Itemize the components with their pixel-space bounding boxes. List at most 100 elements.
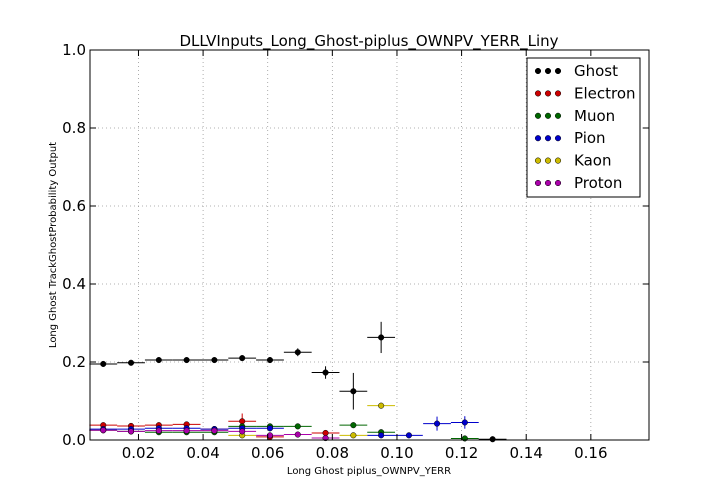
data-marker xyxy=(266,432,274,439)
legend-entry: Ghost xyxy=(534,62,618,80)
data-point xyxy=(339,422,368,429)
data-point xyxy=(172,427,201,434)
series-proton xyxy=(89,427,340,442)
data-marker xyxy=(239,428,246,435)
data-marker xyxy=(322,435,329,442)
data-point xyxy=(117,428,145,435)
data-marker xyxy=(100,427,107,434)
data-marker xyxy=(294,431,301,438)
data-point xyxy=(339,432,368,439)
data-marker xyxy=(239,355,246,362)
chart-title: DLLVInputs_Long_Ghost-piplus_OWNPV_YERR_… xyxy=(179,32,558,51)
legend-marker xyxy=(544,135,552,142)
legend-entry: Proton xyxy=(534,174,622,192)
x-tick-label: 0.10 xyxy=(380,444,413,462)
y-axis-label: Long Ghost TrackGhostProbability Output xyxy=(48,142,59,348)
legend-marker xyxy=(534,112,542,119)
data-marker xyxy=(350,432,357,439)
legend-marker xyxy=(534,135,542,142)
data-marker xyxy=(211,427,218,434)
data-marker xyxy=(378,432,385,439)
legend-marker xyxy=(534,67,542,75)
data-marker xyxy=(155,427,162,434)
data-point xyxy=(200,357,229,364)
data-marker xyxy=(350,422,357,429)
x-tick-label: 0.02 xyxy=(122,444,155,462)
x-axis-label: Long Ghost piplus_OWNPV_YERR xyxy=(287,466,451,477)
data-marker xyxy=(127,359,135,366)
data-point xyxy=(339,372,368,410)
data-marker xyxy=(378,402,385,409)
data-point xyxy=(311,435,340,442)
data-point xyxy=(367,432,396,439)
data-point xyxy=(256,357,284,364)
x-tick-label: 0.12 xyxy=(445,444,478,462)
plot-frame xyxy=(89,49,650,441)
series-pion xyxy=(89,416,479,439)
data-marker xyxy=(127,428,135,435)
data-point xyxy=(395,432,423,439)
data-point xyxy=(172,357,201,364)
data-point xyxy=(311,366,340,379)
data-point xyxy=(283,431,312,438)
grid xyxy=(90,49,649,441)
data-point xyxy=(117,359,145,366)
legend-marker xyxy=(534,90,542,97)
legend-marker xyxy=(534,179,542,187)
legend-label: Pion xyxy=(574,129,606,147)
data-marker xyxy=(322,429,329,437)
legend-entry: Pion xyxy=(534,129,606,147)
data-marker xyxy=(294,423,301,430)
data-marker xyxy=(183,357,190,364)
legend-label: Electron xyxy=(574,84,636,102)
data-marker xyxy=(489,436,496,443)
legend-box xyxy=(526,57,641,198)
legend-entry: Electron xyxy=(534,84,636,102)
data-point xyxy=(228,428,257,435)
data-marker xyxy=(350,388,357,395)
legend-marker xyxy=(554,90,562,97)
y-tick-label: 0.0 xyxy=(62,431,86,449)
data-point xyxy=(423,416,451,431)
data-marker xyxy=(183,427,190,434)
data-point xyxy=(89,427,118,434)
y-tick-label: 0.8 xyxy=(62,119,86,137)
data-marker xyxy=(378,334,385,341)
data-point xyxy=(367,321,396,354)
x-tick-label: 0.04 xyxy=(186,444,219,462)
y-tick-label: 0.2 xyxy=(62,353,86,371)
legend-entry: Muon xyxy=(534,107,615,125)
legend-marker xyxy=(534,157,542,164)
data-point xyxy=(144,357,173,364)
legend-marker xyxy=(554,179,562,187)
data-point xyxy=(478,436,507,443)
x-tick-label: 0.08 xyxy=(316,444,349,462)
x-tick-label: 0.14 xyxy=(510,444,543,462)
data-marker xyxy=(405,432,412,439)
data-point xyxy=(450,416,479,429)
data-marker xyxy=(100,360,107,368)
legend-marker xyxy=(544,157,552,164)
legend-marker xyxy=(544,90,552,97)
legend: Ghost Electron Muon Pion Kaon Proton xyxy=(526,57,641,198)
legend-label: Kaon xyxy=(574,152,611,170)
data-point xyxy=(256,425,284,432)
legend-label: Ghost xyxy=(574,62,618,80)
legend-marker xyxy=(554,67,562,75)
data-marker xyxy=(266,357,274,364)
y-tick-label: 1.0 xyxy=(62,41,86,59)
y-tick-label: 0.4 xyxy=(62,275,86,293)
data-point xyxy=(367,402,396,409)
data-marker xyxy=(266,425,274,432)
legend-label: Muon xyxy=(574,107,615,125)
legend-marker xyxy=(544,112,552,119)
legend-entry: Kaon xyxy=(534,152,611,170)
legend-label: Proton xyxy=(574,174,622,192)
series-ghost xyxy=(89,321,507,443)
legend-marker xyxy=(544,179,552,187)
data-point xyxy=(200,427,229,434)
data-point xyxy=(283,423,312,430)
x-tick-label: 0.06 xyxy=(251,444,284,462)
data-marker xyxy=(461,419,468,426)
